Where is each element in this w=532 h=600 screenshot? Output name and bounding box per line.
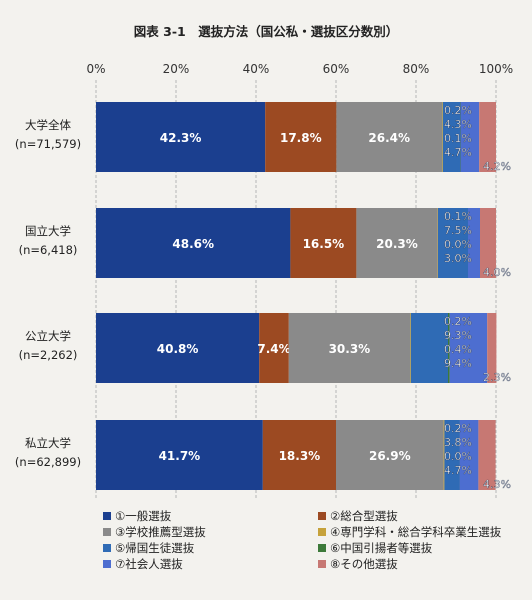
legend-swatch: [318, 560, 326, 568]
bar-segment: [448, 313, 450, 383]
bar-segment: [438, 208, 468, 278]
category-label: 国立大学: [25, 224, 71, 238]
legend-label: ②総合型選抜: [330, 509, 398, 523]
bar-segment: [410, 313, 448, 383]
bar-segment: [290, 208, 357, 278]
bar-segment: [460, 102, 461, 172]
data-label: 0.1%: [444, 210, 472, 223]
data-label: 3.0%: [444, 252, 472, 265]
legend-label: ⑤帰国生徒選抜: [115, 541, 195, 555]
bar-segment: [336, 102, 442, 172]
data-label: 0.0%: [444, 450, 472, 463]
bar-segment: [96, 420, 263, 490]
data-label: 17.8%: [280, 131, 322, 145]
bar-segment: [259, 313, 289, 383]
x-tick-label: 60%: [323, 62, 350, 76]
legend-label: ⑧その他選抜: [330, 557, 398, 571]
legend-swatch: [103, 512, 111, 520]
data-label: 0.4%: [444, 343, 472, 356]
data-label: 16.5%: [303, 237, 345, 251]
data-label: 7.4%: [257, 342, 290, 356]
data-label: 41.7%: [159, 449, 201, 463]
data-label: 4.3%: [483, 478, 511, 491]
data-label: 0.0%: [444, 238, 472, 251]
bar-segment: [410, 313, 411, 383]
legend-swatch: [103, 544, 111, 552]
data-label: 0.2%: [444, 422, 472, 435]
bar-segment: [443, 420, 445, 490]
data-label: 9.3%: [444, 329, 472, 342]
bar-segment: [96, 102, 266, 172]
chart-title: 図表 3-1 選抜方法（国公私・選抜区分数別）: [134, 24, 398, 39]
bar-segment: [336, 420, 444, 490]
x-axis-ticks: 0% 20% 40% 60% 80% 100%: [86, 62, 513, 76]
data-label: 3.8%: [444, 436, 472, 449]
data-label: 0.1%: [444, 132, 472, 145]
bar-segment: [265, 102, 337, 172]
data-label: 20.3%: [376, 237, 418, 251]
data-label: 4.7%: [444, 464, 472, 477]
data-label: 0.2%: [444, 104, 472, 117]
bar-segment: [442, 102, 460, 172]
category-label: 公立大学: [25, 329, 71, 343]
category-n-label: (n=71,579): [15, 137, 81, 151]
bar-segment: [96, 313, 260, 383]
legend-swatch: [103, 560, 111, 568]
data-label: 26.4%: [368, 131, 410, 145]
data-label: 40.8%: [157, 342, 199, 356]
data-label: 48.6%: [172, 237, 214, 251]
legend-swatch: [318, 528, 326, 536]
bars-group: 42.3% 17.8% 26.4%0.2%4.3%0.1%4.7%4.2%48.6%…: [96, 102, 511, 491]
data-label: 2.3%: [483, 371, 511, 384]
legend-label: ①一般選抜: [115, 509, 172, 523]
category-n-label: (n=6,418): [19, 243, 78, 257]
legend-swatch: [318, 512, 326, 520]
data-label: 18.3%: [279, 449, 321, 463]
bar-segment: [96, 208, 291, 278]
x-tick-label: 0%: [86, 62, 105, 76]
bar-segment: [459, 420, 479, 490]
x-tick-label: 20%: [163, 62, 190, 76]
data-label: 42.3%: [160, 131, 202, 145]
data-label: 4.3%: [444, 118, 472, 131]
bar-segment: [444, 420, 460, 490]
legend-label: ⑥中国引揚者等選抜: [330, 541, 433, 555]
x-tick-label: 80%: [403, 62, 430, 76]
bar-segment: [262, 420, 336, 490]
bar-segment: [478, 420, 496, 490]
category-n-label: (n=62,899): [15, 455, 81, 469]
data-label: 4.0%: [483, 266, 511, 279]
bar-segment: [480, 208, 496, 278]
data-label: 4.7%: [444, 146, 472, 159]
category-labels: 大学全体 (n=71,579) 国立大学 (n=6,418) 公立大学 (n=2,262)…: [15, 118, 81, 469]
bar-segment: [437, 208, 439, 278]
bar-segment: [356, 208, 438, 278]
legend-swatch: [103, 528, 111, 536]
legend-swatch: [318, 544, 326, 552]
bar-segment: [487, 313, 497, 383]
legend: ①一般選抜 ②総合型選抜 ③学校推薦型選抜 ④専門学科・総合学科卒業生選抜 ⑤帰国生徒選…: [103, 509, 502, 571]
legend-label: ③学校推薦型選抜: [115, 525, 206, 539]
bar-segment: [479, 102, 496, 172]
bar-segment: [288, 313, 410, 383]
legend-label: ④専門学科・総合学科卒業生選抜: [330, 525, 502, 539]
data-label: 4.2%: [483, 160, 511, 173]
bar-segment: [449, 313, 488, 383]
category-n-label: (n=2,262): [19, 348, 78, 362]
data-label: 0.2%: [444, 315, 472, 328]
data-label: 7.5%: [444, 224, 472, 237]
bar-segment: [442, 102, 443, 172]
x-tick-label: 100%: [479, 62, 513, 76]
legend-label: ⑦社会人選抜: [115, 557, 183, 571]
data-label: 9.4%: [444, 357, 472, 370]
data-label: 26.9%: [369, 449, 411, 463]
data-label: 30.3%: [329, 342, 371, 356]
bar-segment: [468, 208, 480, 278]
category-label: 大学全体: [25, 118, 71, 132]
category-label: 私立大学: [25, 436, 71, 450]
x-tick-label: 40%: [243, 62, 270, 76]
bar-segment: [460, 102, 480, 172]
